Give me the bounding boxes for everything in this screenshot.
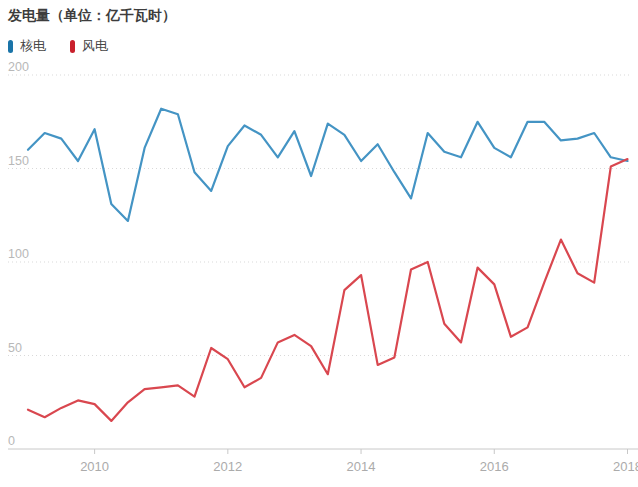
- x-tick-label: 2012: [213, 459, 242, 474]
- y-tick-label: 150: [8, 154, 29, 168]
- x-tick-label: 2016: [480, 459, 509, 474]
- plot-area: 0 50 100 150 200 2010 2012 2014 2016 2018: [0, 0, 638, 487]
- y-tick-label: 0: [8, 434, 15, 448]
- y-tick-label: 50: [8, 341, 22, 355]
- power-generation-chart: 发电量（单位：亿千瓦时） 核电 风电 050100150200201020122…: [0, 0, 638, 487]
- x-tick-label: 2014: [347, 459, 376, 474]
- y-tick-label: 100: [8, 247, 29, 261]
- wind-line: [28, 159, 628, 421]
- nuclear-line: [28, 109, 628, 221]
- x-tick-label: 2018: [613, 459, 638, 474]
- y-tick-label: 200: [8, 60, 29, 74]
- x-tick-label: 2010: [80, 459, 109, 474]
